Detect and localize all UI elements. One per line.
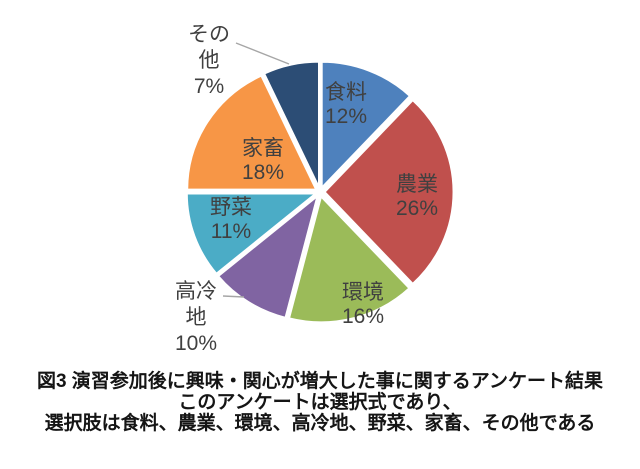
slice-label-other: その他 7% <box>188 22 230 100</box>
figure-caption: 図3 演習参加後に興味・関心が増大した事に関するアンケート結果 このアンケートは… <box>0 371 640 434</box>
pie-slice-environment <box>288 195 411 324</box>
caption-line-3: 選択肢は食料、農業、環境、高冷地、野菜、家畜、その他である <box>44 413 596 434</box>
slice-label-environment: 環境 16% <box>342 281 384 329</box>
slice-label-food: 食料 12% <box>325 81 367 129</box>
slice-label-line: その <box>188 23 230 46</box>
pie-chart: 食料 12% 農業 26% 環境 16% 高冷地 10% 野菜 11% 家畜 18% その他 7% <box>175 22 455 357</box>
slice-label-agriculture: 農業 26% <box>396 173 438 221</box>
leader-line-other <box>235 42 290 65</box>
pie-slice-food <box>320 60 411 189</box>
slice-label-line: 12% <box>324 105 368 128</box>
slice-label-line: 食料 <box>325 81 367 104</box>
pie-slice-agriculture <box>323 99 455 285</box>
slice-label-line: 18% <box>241 161 285 184</box>
caption-line-2: このアンケートは選択式であり、 <box>178 392 462 413</box>
pie-svg <box>185 42 455 324</box>
slice-label-line: 農業 <box>396 173 438 196</box>
slice-label-line: 環境 <box>342 281 384 304</box>
pie-slice-other <box>263 60 320 189</box>
slice-label-line: 10% <box>174 332 218 355</box>
slice-label-livestock: 家畜 18% <box>242 137 284 185</box>
pie-slice-highlands <box>217 194 319 319</box>
pie-slice-livestock <box>186 74 318 191</box>
slice-label-line: 他 <box>198 49 220 72</box>
slice-label-line: 7% <box>193 75 225 98</box>
slice-label-line: 野菜 <box>210 196 252 219</box>
slice-label-highlands: 高冷地 10% <box>175 279 217 357</box>
slice-label-line: 高冷 <box>175 280 217 303</box>
slice-label-line: 11% <box>210 220 252 243</box>
slice-label-line: 16% <box>341 305 385 328</box>
leader-line-highlands <box>222 295 245 298</box>
pie-slice-vegetables <box>185 192 317 275</box>
slice-label-vegetables: 野菜 11% <box>210 196 252 244</box>
slice-label-line: 家畜 <box>242 137 284 160</box>
slice-label-line: 26% <box>395 197 439 220</box>
slice-label-line: 地 <box>185 306 207 329</box>
caption-line-1: 図3 演習参加後に興味・関心が増大した事に関するアンケート結果 <box>36 371 604 392</box>
